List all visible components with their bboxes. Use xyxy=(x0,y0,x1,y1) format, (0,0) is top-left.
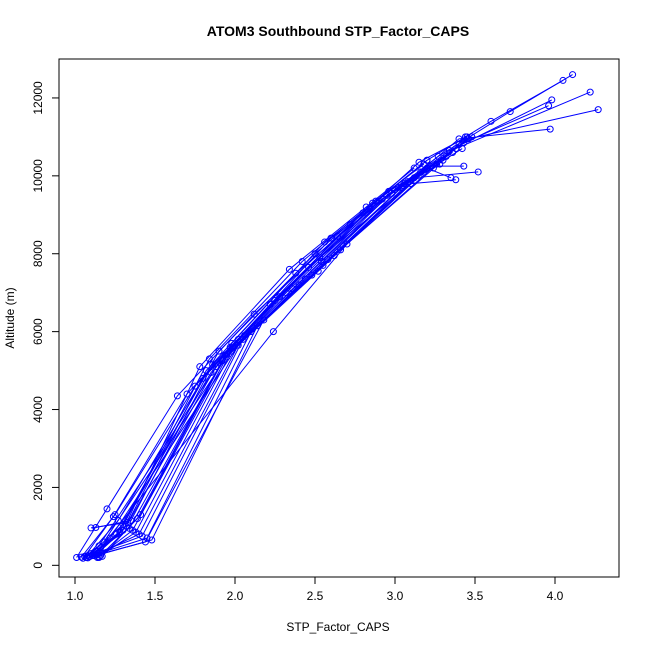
data-point xyxy=(369,199,377,207)
data-point xyxy=(362,203,370,211)
data-point xyxy=(452,176,460,184)
y-tick-label: 6000 xyxy=(31,318,45,345)
data-point xyxy=(98,552,106,560)
y-tick-label: 0 xyxy=(31,562,45,569)
series-line xyxy=(90,155,447,529)
y-axis-label: Altitude (m) xyxy=(3,287,17,348)
series-line xyxy=(97,167,415,554)
y-axis: 0 2000 4000 6000 8000 10000 12000 xyxy=(31,81,60,569)
x-tick-label: 1.0 xyxy=(67,589,84,603)
data-point xyxy=(316,254,324,262)
data-point xyxy=(343,240,351,248)
data-point xyxy=(221,351,229,359)
data-point xyxy=(92,524,100,532)
data-point xyxy=(228,339,236,347)
data-point xyxy=(137,511,145,519)
data-point xyxy=(173,392,181,400)
y-tick-label: 8000 xyxy=(31,240,45,267)
data-point xyxy=(337,246,345,254)
data-point xyxy=(420,160,428,168)
data-point xyxy=(545,102,553,110)
data-point xyxy=(127,517,135,525)
series-25 xyxy=(98,176,460,560)
data-point xyxy=(324,256,332,264)
data-point xyxy=(82,554,90,562)
y-tick-label: 10000 xyxy=(31,159,45,193)
data-point xyxy=(461,133,469,141)
data-point xyxy=(317,258,325,266)
y-tick-label: 4000 xyxy=(31,396,45,423)
data-point xyxy=(333,232,341,240)
data-point xyxy=(319,261,327,269)
x-tick-label: 2.0 xyxy=(227,589,244,603)
data-point xyxy=(183,390,191,398)
data-point xyxy=(474,168,482,176)
data-point xyxy=(109,513,117,521)
data-point xyxy=(226,343,234,351)
series-layer xyxy=(73,71,602,562)
data-point xyxy=(594,106,602,114)
data-point xyxy=(209,361,217,369)
series-line xyxy=(76,136,468,558)
x-tick-label: 1.5 xyxy=(147,589,164,603)
data-point xyxy=(410,164,418,172)
data-point xyxy=(250,310,258,318)
data-point xyxy=(460,162,468,170)
x-tick-label: 3.5 xyxy=(467,589,484,603)
x-tick-label: 4.0 xyxy=(547,589,564,603)
data-point xyxy=(586,88,594,96)
y-tick-label: 12000 xyxy=(31,81,45,115)
data-point xyxy=(285,265,293,273)
data-point xyxy=(397,184,405,192)
data-point xyxy=(569,71,577,79)
x-axis: 1.0 1.5 2.0 2.5 3.0 3.5 4.0 xyxy=(67,576,564,603)
data-point xyxy=(305,263,313,271)
series-line xyxy=(101,179,456,557)
data-point xyxy=(559,76,567,84)
data-point xyxy=(141,538,149,546)
data-point xyxy=(269,328,277,336)
data-point xyxy=(487,117,495,125)
data-point xyxy=(111,511,119,519)
data-point xyxy=(148,536,156,544)
x-axis-label: STP_Factor_CAPS xyxy=(286,620,389,634)
data-point xyxy=(103,505,111,513)
data-point xyxy=(407,180,415,188)
data-point xyxy=(239,335,247,343)
data-point xyxy=(308,271,316,279)
chart-title: ATOM3 Southbound STP_Factor_CAPS xyxy=(207,23,469,39)
x-tick-label: 2.5 xyxy=(307,589,324,603)
data-point xyxy=(292,269,300,277)
data-point xyxy=(79,554,87,562)
data-point xyxy=(548,96,556,104)
data-point xyxy=(85,553,93,561)
x-tick-label: 3.0 xyxy=(387,589,404,603)
series-line xyxy=(97,128,551,558)
data-point xyxy=(196,363,204,371)
data-point xyxy=(546,125,554,133)
y-tick-label: 2000 xyxy=(31,474,45,501)
data-point xyxy=(87,524,95,532)
data-point xyxy=(458,145,466,153)
